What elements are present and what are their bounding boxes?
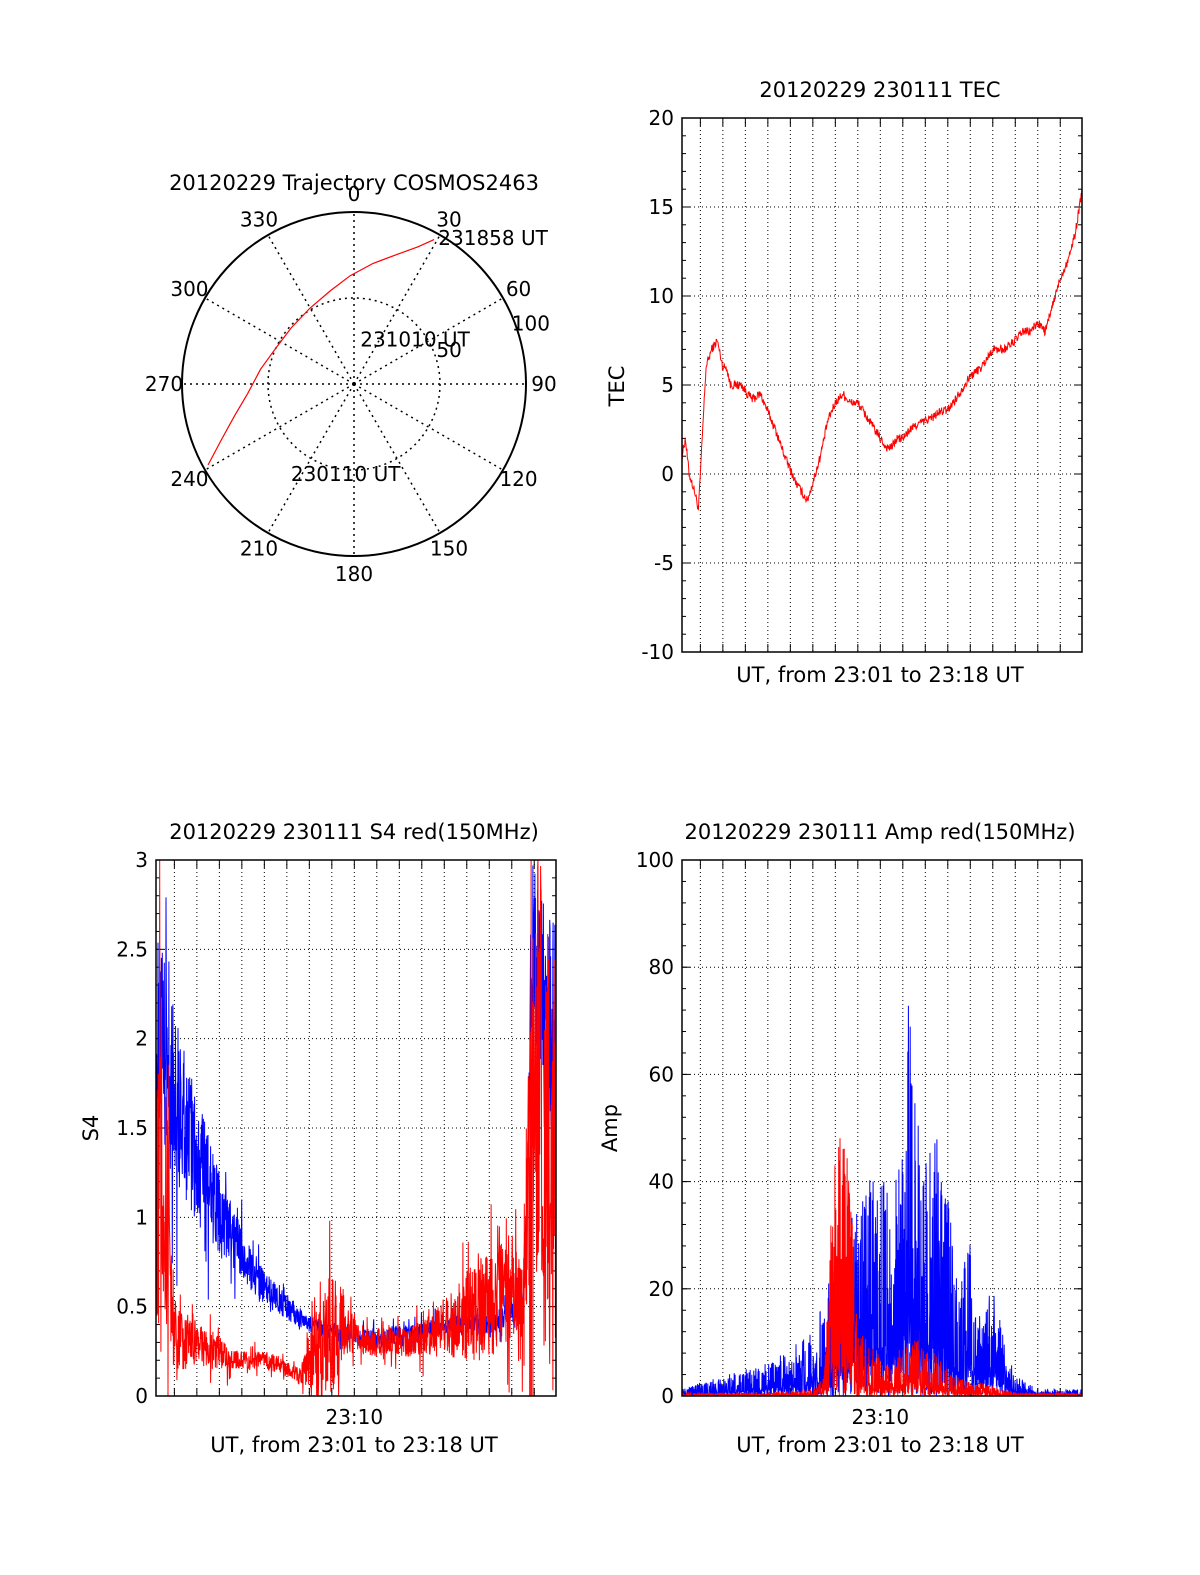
s4-ylabel: S4 [79, 1115, 103, 1142]
y-tick-label: 0 [661, 462, 674, 486]
polar-angle-label: 60 [506, 277, 531, 301]
polar-angle-label: 120 [499, 467, 537, 491]
polar-trajectory: 231858 UT 231010 UT 230110 UT [207, 226, 549, 486]
series-group [156, 860, 556, 1396]
y-tick-label: 3 [135, 848, 148, 872]
amp-ylabel: Amp [598, 1104, 622, 1152]
y-tick-label: 5 [661, 373, 674, 397]
y-tick-label: 80 [649, 955, 674, 979]
y-tick-label: 20 [649, 106, 674, 130]
polar-angle-label: 0 [348, 182, 361, 206]
y-tick-label: 0.5 [116, 1295, 148, 1319]
amp-plot: 20120229 230111 Amp red(150MHz) UT, from… [598, 820, 1083, 1457]
polar-angle-label: 30 [436, 207, 461, 231]
polar-angle-label: 210 [240, 537, 278, 561]
y-tick-label: 20 [649, 1277, 674, 1301]
y-tick-label: 0 [661, 1384, 674, 1408]
y-tick-label: 1 [135, 1205, 148, 1229]
trajectory-polar-plot: 20120229 Trajectory COSMOS2463 231858 UT… [145, 171, 557, 586]
polar-spoke-210 [267, 383, 355, 534]
series-group [682, 187, 1082, 511]
tec-title: 20120229 230111 TEC [759, 78, 1000, 102]
x-tick-label: 23:10 [325, 1405, 383, 1429]
y-tick-label: 15 [649, 195, 674, 219]
tec-chart-area: -10 -5 0 5 10 15 20 [641, 106, 1083, 664]
polar-angle-label: 150 [430, 537, 468, 561]
plot-frame [681, 117, 1083, 653]
y-tick-label: 100 [636, 848, 674, 872]
y-tick-label: -10 [641, 640, 674, 664]
polar-radial-label: 100 [512, 312, 550, 336]
polar-spoke-240 [204, 383, 355, 471]
y-tick-label: 2 [135, 1027, 148, 1051]
amp-xlabel: UT, from 23:01 to 23:18 UT [736, 1433, 1024, 1457]
y-tick-label: 40 [649, 1170, 674, 1194]
polar-ring-100 [181, 211, 527, 557]
s4-xlabel: UT, from 23:01 to 23:18 UT [210, 1433, 498, 1457]
series-group [682, 1005, 1082, 1396]
polar-spoke-60 [353, 297, 504, 385]
y-tick-label: 2.5 [116, 937, 148, 961]
polar-grid [181, 211, 527, 557]
plot-frame [155, 859, 557, 1397]
polar-spoke-330 [267, 234, 355, 385]
polar-angle-label: 270 [145, 372, 183, 396]
polar-angle-label: 300 [170, 277, 208, 301]
polar-title: 20120229 Trajectory COSMOS2463 [169, 171, 539, 195]
y-tick-label: 10 [649, 284, 674, 308]
y-tick-label: 60 [649, 1062, 674, 1086]
series-line [156, 860, 556, 1396]
time-annotation: 231858 UT [438, 226, 548, 250]
polar-angle-label: 240 [170, 467, 208, 491]
polar-spoke-30 [353, 234, 441, 385]
amp-title: 20120229 230111 Amp red(150MHz) [684, 820, 1075, 844]
y-tick-label: -5 [654, 551, 674, 575]
trajectory-line [207, 239, 435, 466]
polar-angle-labels: 0 30 60 90 120 150 180 210 240 270 300 330 50 100 [145, 182, 557, 586]
polar-spoke-120 [353, 383, 504, 471]
polar-angle-label: 330 [240, 207, 278, 231]
series-line [682, 1005, 1082, 1396]
tec-ylabel: TEC [605, 366, 629, 408]
s4-plot: 20120229 230111 S4 red(150MHz) UT, from … [79, 820, 557, 1457]
y-tick-label: 1.5 [116, 1116, 148, 1140]
plot-frame [681, 859, 1083, 1397]
time-annotation: 230110 UT [291, 462, 401, 486]
polar-angle-label: 90 [531, 372, 556, 396]
s4-title: 20120229 230111 S4 red(150MHz) [169, 820, 539, 844]
y-tick-label: 0 [135, 1384, 148, 1408]
time-annotation: 231010 UT [360, 328, 470, 352]
polar-radial-label: 50 [436, 338, 461, 362]
x-tick-label: 23:10 [851, 1405, 909, 1429]
series-line [682, 187, 1082, 511]
polar-spoke-150 [353, 383, 441, 534]
polar-angle-label: 180 [335, 562, 373, 586]
tec-xlabel: UT, from 23:01 to 23:18 UT [736, 663, 1024, 687]
polar-spoke-300 [204, 297, 355, 385]
tec-plot: 20120229 230111 TEC UT, from 23:01 to 23… [605, 78, 1083, 687]
